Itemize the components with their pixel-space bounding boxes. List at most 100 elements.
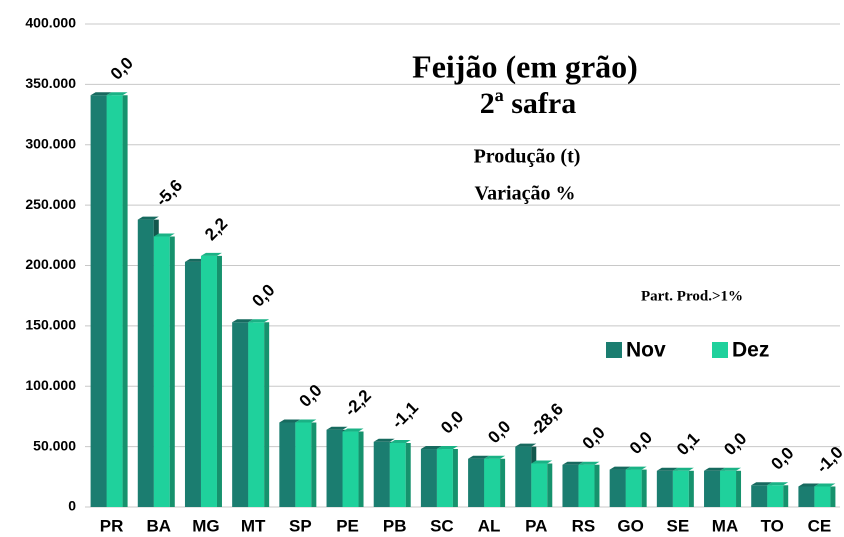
- x-tick-label: PB: [383, 516, 407, 535]
- bar: [484, 455, 506, 507]
- x-tick-label: RS: [572, 516, 596, 535]
- annotation: Variação %: [475, 183, 576, 205]
- bar-face: [373, 441, 390, 507]
- legend-swatch: [712, 342, 728, 358]
- variation-label: 0,0: [107, 53, 137, 83]
- bar-face: [562, 464, 579, 507]
- bar-top: [137, 216, 159, 220]
- bar-top: [720, 467, 742, 471]
- bar-face: [720, 470, 737, 507]
- bar-side: [452, 449, 458, 507]
- bar-top: [704, 467, 726, 471]
- bar-face: [106, 95, 123, 508]
- plot: 0 50.000 100.000 150.000 200.000 250.000 300.0…: [25, 15, 844, 536]
- bar-top: [279, 419, 301, 423]
- bar-face: [389, 443, 406, 507]
- bar-top: [420, 446, 442, 450]
- bar-face: [295, 422, 312, 507]
- bar-face: [515, 446, 532, 507]
- x-tick-label: SC: [430, 516, 454, 535]
- y-tick-label: 250.000: [25, 196, 76, 212]
- variation-label: 0,0: [248, 280, 278, 310]
- bar-side: [311, 422, 317, 507]
- bar-face: [90, 95, 107, 508]
- bar-face: [436, 449, 453, 507]
- y-tick-label: 400.000: [25, 15, 76, 31]
- bar-top: [373, 438, 395, 442]
- bar-face: [153, 236, 170, 507]
- bar-top: [672, 467, 694, 471]
- chart-subtitle: 2ª safra: [480, 87, 576, 120]
- bar-face: [248, 322, 265, 507]
- bar-face: [751, 485, 768, 507]
- bar-face: [484, 458, 501, 507]
- bar-top: [751, 482, 773, 486]
- bar-side: [736, 470, 742, 507]
- bar-face: [232, 322, 249, 507]
- x-tick-label: SP: [289, 516, 312, 535]
- legend-swatch: [606, 342, 622, 358]
- variation-label: 2,2: [201, 214, 231, 244]
- y-tick-label: 50.000: [33, 437, 76, 453]
- bar: [295, 419, 317, 507]
- y-tick-label: 0: [68, 498, 76, 514]
- variation-label: 0,1: [673, 429, 703, 459]
- x-tick-label: GO: [617, 516, 643, 535]
- x-tick-label: MT: [241, 516, 266, 535]
- bar-side: [641, 469, 647, 507]
- bar-top: [468, 455, 490, 459]
- chart-title: Feijão (em grão): [412, 48, 638, 84]
- bar-top: [625, 466, 647, 470]
- bar: [436, 446, 458, 507]
- bar: [531, 460, 553, 507]
- variation-label: 0,0: [437, 407, 467, 437]
- x-tick-label: AL: [478, 516, 501, 535]
- bar-top: [656, 467, 678, 471]
- annotation: Part. Prod.>1%: [641, 288, 743, 304]
- legend-label: Nov: [626, 339, 666, 362]
- bar: [814, 483, 836, 507]
- variation-label: 0,0: [484, 417, 514, 447]
- x-tick-label: SE: [667, 516, 690, 535]
- variation-label: 0,0: [720, 429, 750, 459]
- x-tick-label: PA: [525, 516, 547, 535]
- x-tick-label: BA: [147, 516, 172, 535]
- bar-face: [672, 470, 689, 507]
- bar: [153, 233, 175, 507]
- variation-label: 0,0: [626, 428, 656, 458]
- bar-side: [358, 431, 364, 507]
- bar-face: [578, 464, 595, 507]
- variation-label: -2,2: [341, 386, 375, 420]
- bar-top: [106, 92, 128, 96]
- y-tick-label: 100.000: [25, 377, 76, 393]
- x-tick-label: CE: [808, 516, 832, 535]
- bar-top: [232, 319, 254, 323]
- bar-top: [814, 483, 836, 487]
- bar-top: [295, 419, 317, 423]
- bar-side: [405, 443, 411, 507]
- bar-top: [326, 426, 348, 430]
- bar-side: [688, 470, 694, 507]
- bar-side: [216, 255, 222, 507]
- x-tick-label: PE: [336, 516, 359, 535]
- bar-face: [420, 449, 437, 507]
- bar-side: [830, 486, 836, 507]
- bar-face: [137, 219, 154, 508]
- bar-face: [184, 261, 201, 507]
- annotation: Produção (t): [474, 146, 581, 168]
- y-tick-label: 200.000: [25, 256, 76, 272]
- bar-top: [767, 482, 789, 486]
- bar-top: [389, 440, 411, 444]
- bar-face: [704, 470, 721, 507]
- y-tick-label: 150.000: [25, 317, 76, 333]
- bar-face: [342, 431, 359, 507]
- bar-side: [547, 463, 553, 507]
- bar-top: [436, 446, 458, 450]
- variation-label: 0,0: [579, 423, 609, 453]
- x-tick-label: MA: [712, 516, 738, 535]
- bar-side: [783, 485, 789, 507]
- bar-top: [200, 252, 222, 256]
- bar-top: [798, 483, 820, 487]
- bar-face: [279, 422, 296, 507]
- bar-top: [248, 319, 270, 323]
